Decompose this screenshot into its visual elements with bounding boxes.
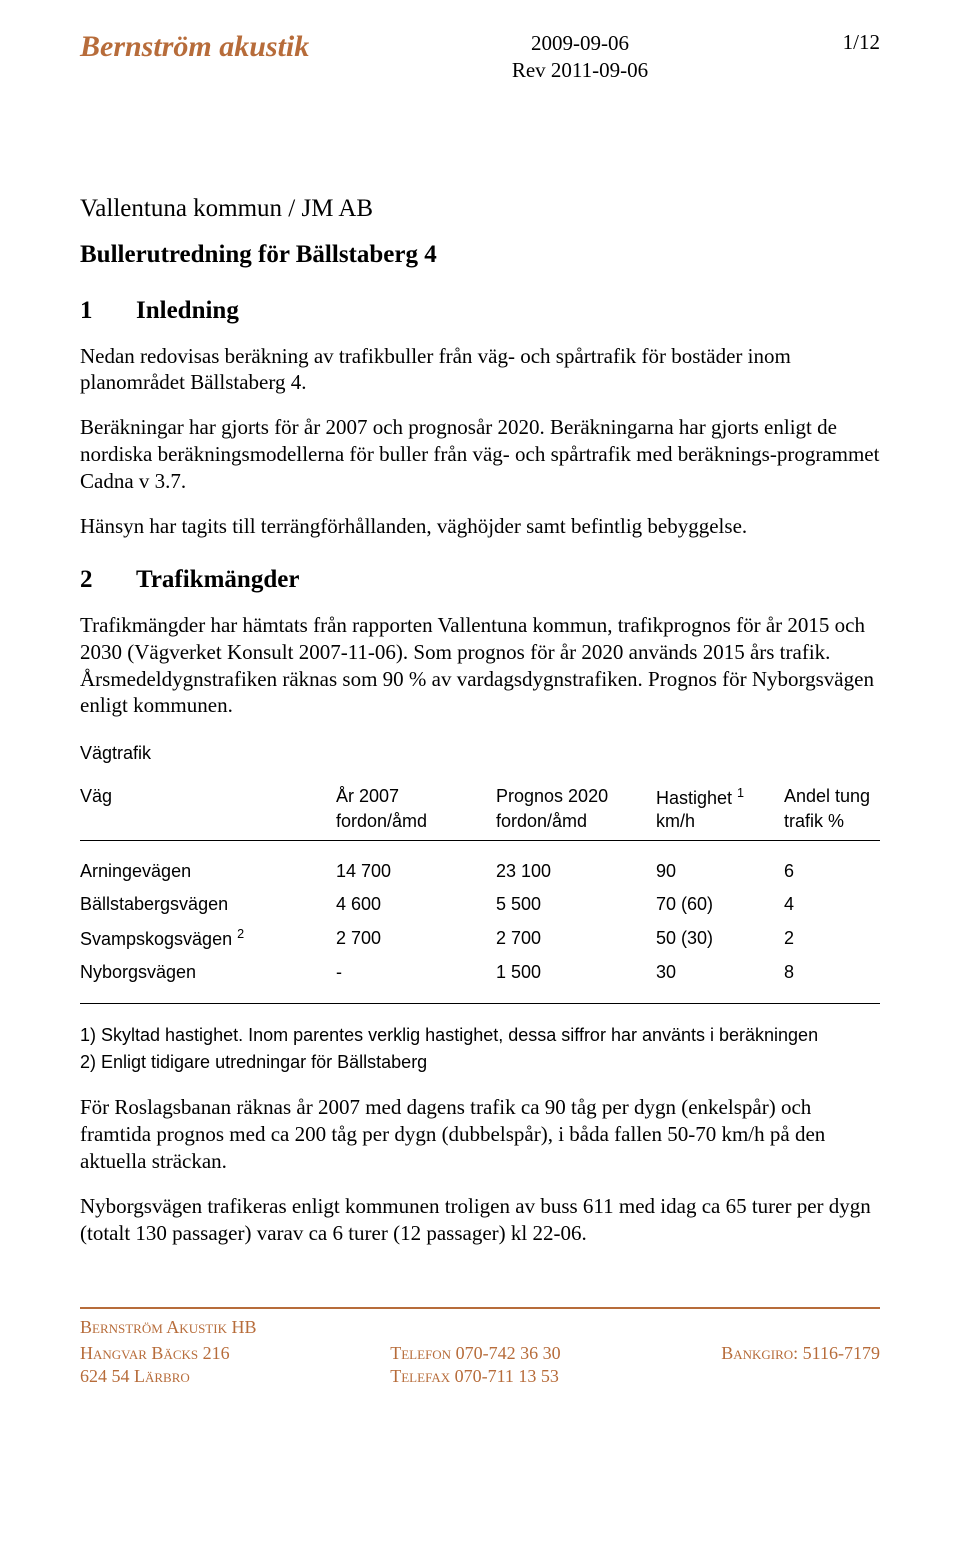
company-name: Bernström akustik bbox=[80, 30, 413, 64]
table-unit-row: fordon/åmd fordon/åmd km/h trafik % bbox=[80, 811, 880, 841]
footer-tel: Telefon 070-742 36 30 bbox=[390, 1342, 560, 1365]
cell-2020: 1 500 bbox=[496, 956, 656, 1004]
cell-name: Bällstabergsvägen bbox=[80, 888, 336, 921]
unit-c2: fordon/åmd bbox=[336, 811, 496, 841]
unit-c5: trafik % bbox=[784, 811, 880, 841]
table-header-row: Väg År 2007 Prognos 2020 Hastighet 1 And… bbox=[80, 782, 880, 811]
section-2-heading: 2Trafikmängder bbox=[80, 566, 880, 594]
table-row: Svampskogsvägen 2 2 700 2 700 50 (30) 2 bbox=[80, 921, 880, 956]
traffic-table: Väg År 2007 Prognos 2020 Hastighet 1 And… bbox=[80, 782, 880, 1004]
col-speed: Hastighet 1 bbox=[656, 782, 784, 811]
footer-company: Bernström Akustik HB bbox=[80, 1317, 880, 1338]
header-dates: 2009-09-06 Rev 2011-09-06 bbox=[413, 30, 746, 85]
section-2-num: 2 bbox=[80, 566, 136, 594]
cell-heavy: 2 bbox=[784, 921, 880, 956]
cell-heavy: 4 bbox=[784, 888, 880, 921]
cell-2020: 5 500 bbox=[496, 888, 656, 921]
document-title: Bullerutredning för Bällstaberg 4 bbox=[80, 241, 880, 269]
col-heavy: Andel tung bbox=[784, 782, 880, 811]
cell-name: Nyborgsvägen bbox=[80, 956, 336, 1004]
col-2020: Prognos 2020 bbox=[496, 782, 656, 811]
header-revision: Rev 2011-09-06 bbox=[413, 57, 746, 84]
footer-phone: Telefon 070-742 36 30 Telefax 070-711 13… bbox=[390, 1342, 560, 1389]
footer-addr2: 624 54 Lärbro bbox=[80, 1365, 230, 1388]
footer-bank: Bankgiro: 5116-7179 bbox=[721, 1342, 880, 1389]
client-line: Vallentuna kommun / JM AB bbox=[80, 195, 880, 223]
footnote-1: 1) Skyltad hastighet. Inom parentes verk… bbox=[80, 1022, 880, 1049]
s1-p1: Nedan redovisas beräkning av trafikbulle… bbox=[80, 343, 880, 397]
traffic-subhead: Vägtrafik bbox=[80, 743, 880, 764]
s1-p3: Hänsyn har tagits till terrängförhålland… bbox=[80, 513, 880, 540]
table-row: Bällstabergsvägen 4 600 5 500 70 (60) 4 bbox=[80, 888, 880, 921]
table-row: Arningevägen 14 700 23 100 90 6 bbox=[80, 841, 880, 889]
cell-2020: 2 700 bbox=[496, 921, 656, 956]
unit-c4: km/h bbox=[656, 811, 784, 841]
cell-speed: 50 (30) bbox=[656, 921, 784, 956]
cell-2007: - bbox=[336, 956, 496, 1004]
cell-speed: 70 (60) bbox=[656, 888, 784, 921]
footer-fax: Telefax 070-711 13 53 bbox=[390, 1365, 560, 1388]
footer-bankgiro: Bankgiro: 5116-7179 bbox=[721, 1342, 880, 1365]
page-number: 1/12 bbox=[747, 30, 880, 55]
footnote-2: 2) Enligt tidigare utredningar för Bälls… bbox=[80, 1049, 880, 1076]
footer-columns: Hangvar Bäcks 216 624 54 Lärbro Telefon … bbox=[80, 1342, 880, 1389]
document-page: Bernström akustik 2009-09-06 Rev 2011-09… bbox=[0, 0, 960, 1409]
cell-name: Svampskogsvägen 2 bbox=[80, 921, 336, 956]
page-header: Bernström akustik 2009-09-06 Rev 2011-09… bbox=[80, 30, 880, 85]
spacer bbox=[80, 85, 880, 195]
cell-heavy: 6 bbox=[784, 841, 880, 889]
section-2-title: Trafikmängder bbox=[136, 566, 299, 593]
cell-heavy: 8 bbox=[784, 956, 880, 1004]
unit-c1 bbox=[80, 811, 336, 841]
section-1-title: Inledning bbox=[136, 297, 239, 324]
footer-addr1: Hangvar Bäcks 216 bbox=[80, 1342, 230, 1365]
s1-p2: Beräkningar har gjorts för år 2007 och p… bbox=[80, 414, 880, 495]
cell-speed: 30 bbox=[656, 956, 784, 1004]
col-2007: År 2007 bbox=[336, 782, 496, 811]
page-footer: Bernström Akustik HB Hangvar Bäcks 216 6… bbox=[80, 1307, 880, 1389]
cell-2007: 14 700 bbox=[336, 841, 496, 889]
header-date: 2009-09-06 bbox=[413, 30, 746, 57]
cell-2020: 23 100 bbox=[496, 841, 656, 889]
footer-address: Hangvar Bäcks 216 624 54 Lärbro bbox=[80, 1342, 230, 1389]
col-vag: Väg bbox=[80, 782, 336, 811]
after-p1: För Roslagsbanan räknas år 2007 med dage… bbox=[80, 1094, 880, 1175]
cell-speed: 90 bbox=[656, 841, 784, 889]
section-1-num: 1 bbox=[80, 297, 136, 325]
after-p2: Nyborgsvägen trafikeras enligt kommunen … bbox=[80, 1193, 880, 1247]
cell-2007: 2 700 bbox=[336, 921, 496, 956]
cell-2007: 4 600 bbox=[336, 888, 496, 921]
s2-p1: Trafikmängder har hämtats från rapporten… bbox=[80, 612, 880, 720]
table-row: Nyborgsvägen - 1 500 30 8 bbox=[80, 956, 880, 1004]
section-1-heading: 1Inledning bbox=[80, 297, 880, 325]
unit-c3: fordon/åmd bbox=[496, 811, 656, 841]
cell-name: Arningevägen bbox=[80, 841, 336, 889]
table-footnotes: 1) Skyltad hastighet. Inom parentes verk… bbox=[80, 1022, 880, 1076]
